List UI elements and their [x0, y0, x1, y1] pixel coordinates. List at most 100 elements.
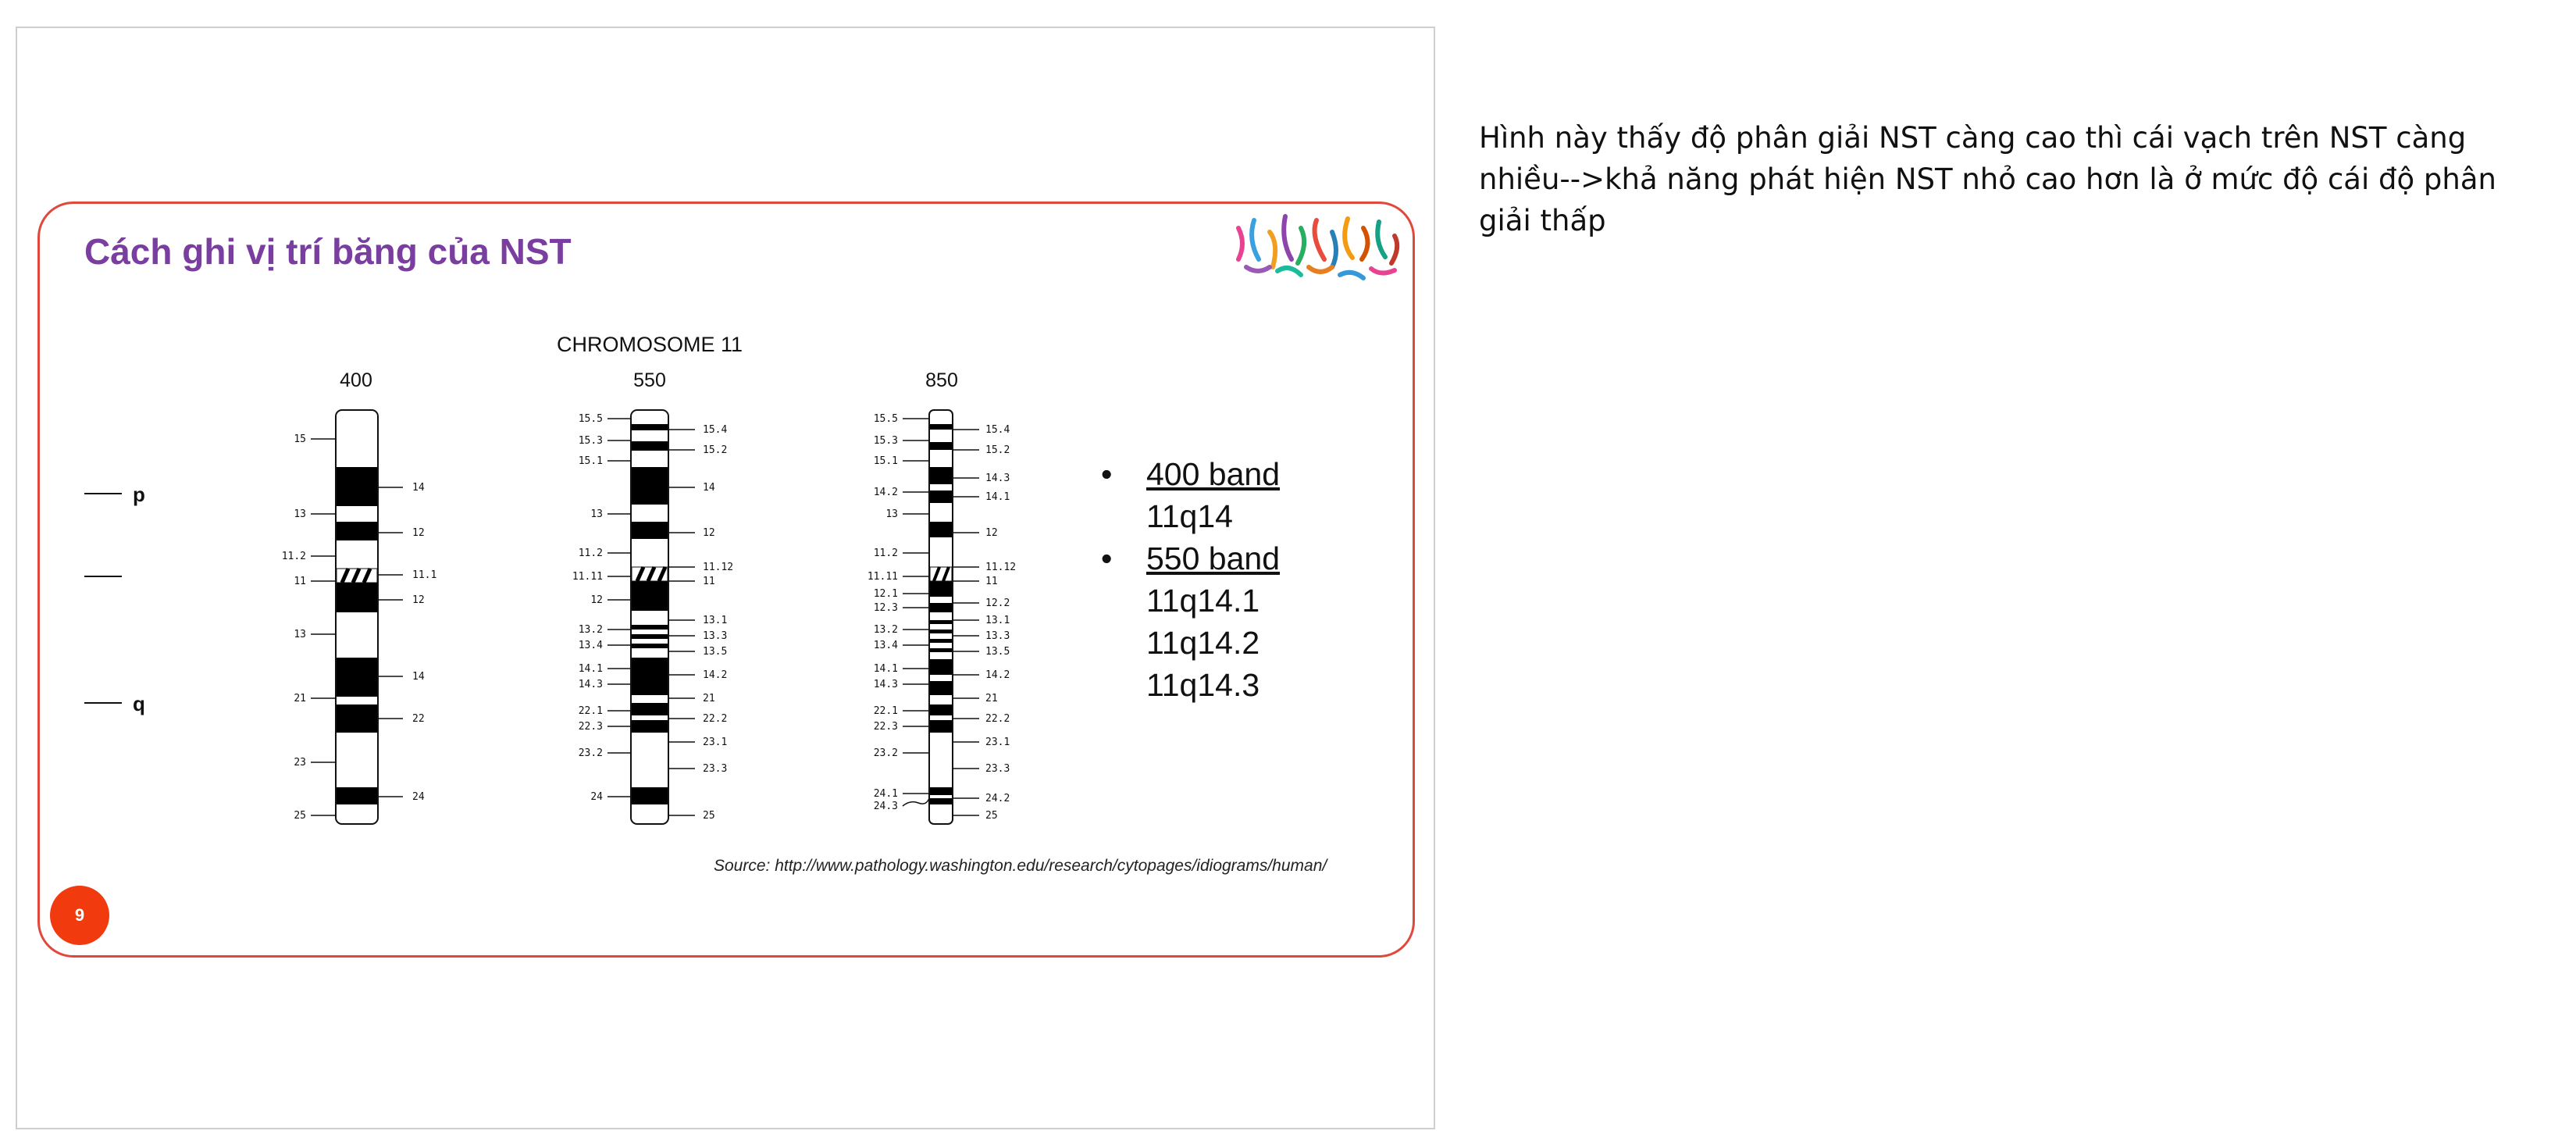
band-label: 13.2 — [874, 624, 898, 636]
band-label: 21 — [703, 693, 715, 704]
band-label: 25 — [294, 810, 306, 822]
band-label: 23 — [294, 757, 306, 769]
bullet-marker: • — [1101, 456, 1113, 492]
band-label: 22.2 — [703, 713, 727, 725]
chromosome-550-right-ticks — [668, 429, 695, 816]
band-label: 12 — [412, 527, 425, 539]
bullet-subitem: 11q14.1 — [1146, 583, 1260, 619]
band-label: 23.2 — [579, 747, 603, 759]
band-label: 12 — [985, 527, 998, 539]
band-label: 22.3 — [874, 721, 898, 733]
source-citation: Source: http://www.pathology.washington.… — [714, 857, 1327, 875]
bullet-item: • 400 band — [1101, 453, 1280, 495]
karyotype-chromosomes-logo — [1236, 214, 1400, 280]
band-label: 15.5 — [874, 413, 898, 425]
band-label: 11.2 — [282, 551, 306, 562]
band-label: 11 — [985, 576, 998, 587]
band-label: 15.3 — [579, 435, 603, 447]
chromosome-850-left-labels: 15.5 15.3 15.1 14.2 13 11.2 11.11 12.1 1… — [868, 413, 898, 812]
bullet-subitem: 11q14.3 — [1146, 667, 1260, 703]
band-label: 14.1 — [874, 663, 898, 675]
band-label: 13.4 — [874, 640, 898, 651]
band-label: 13 — [294, 508, 306, 520]
band-label: 11.2 — [874, 548, 898, 559]
band-label: 24.3 — [874, 801, 898, 812]
bullet-subitem: 11q14 — [1146, 498, 1233, 534]
band-label: 23.1 — [985, 737, 1010, 748]
band-label: 13 — [885, 508, 898, 520]
band-label: 23.3 — [985, 763, 1010, 775]
resolution-label-850: 850 — [925, 369, 958, 391]
resolution-label-550: 550 — [633, 369, 666, 391]
band-label: 13.1 — [985, 615, 1010, 626]
arm-label-p: p — [133, 483, 145, 506]
band-bullets: • 400 band 11q14 • 550 band 11q14.1 11q1… — [1101, 453, 1280, 706]
band-label: 24.2 — [985, 793, 1010, 804]
band-label: 22.3 — [579, 721, 603, 733]
speaker-notes: Hình này thấy độ phân giải NST càng cao … — [1479, 121, 2496, 237]
chromosome-400-right-labels: 14 12 11.1 12 14 22 24 — [412, 482, 436, 803]
chromosome-400-left-ticks — [311, 438, 336, 816]
chromosome-550 — [630, 409, 669, 825]
band-label: 15.2 — [985, 444, 1010, 456]
band-label: 14.2 — [874, 487, 898, 498]
bullet-marker: • — [1101, 540, 1113, 576]
band-label: 15.4 — [985, 424, 1010, 436]
band-label: 22.1 — [579, 705, 603, 717]
band-label: 13.3 — [703, 630, 727, 642]
diagram-title: CHROMOSOME 11 — [557, 333, 743, 356]
band-label: 13.3 — [985, 630, 1010, 642]
band-label: 11.12 — [985, 562, 1016, 573]
band-label: 12 — [590, 594, 603, 606]
chromosome-550-right-labels: 15.4 15.2 14 12 11.12 11 13.1 13.3 13.5 … — [703, 424, 733, 822]
band-label: 14 — [703, 482, 715, 494]
band-label: 13 — [590, 508, 603, 520]
slide-title: Cách ghi vị trí băng của NST — [84, 231, 572, 272]
arm-label-q: q — [133, 692, 145, 715]
band-label: 23.2 — [874, 747, 898, 759]
band-label: 15.4 — [703, 424, 727, 436]
band-label: 11.11 — [572, 571, 603, 583]
band-label: 15.2 — [703, 444, 727, 456]
band-label: 24.1 — [874, 788, 898, 800]
resolution-label-400: 400 — [340, 369, 372, 391]
band-label: 24 — [590, 791, 603, 803]
band-label: 14.1 — [579, 663, 603, 675]
band-label: 11 — [703, 576, 715, 587]
band-label: 14.3 — [579, 679, 603, 690]
bullet-item: • 550 band — [1101, 537, 1280, 580]
band-label: 12.3 — [874, 602, 898, 614]
chromosome-850 — [928, 409, 953, 825]
band-label: 13.5 — [985, 646, 1010, 658]
chromosome-850-right-labels: 15.4 15.2 14.3 14.1 12 11.12 11 12.2 13.… — [985, 424, 1016, 822]
band-label: 14 — [412, 671, 425, 683]
band-label: 14.3 — [874, 679, 898, 690]
band-label: 12.1 — [874, 588, 898, 600]
band-label: 12 — [703, 527, 715, 539]
band-label: 15.5 — [579, 413, 603, 425]
band-label: 13.5 — [703, 646, 727, 658]
bullet-subitem: 11q14.2 — [1146, 625, 1260, 661]
chromosome-550-left-ticks — [607, 418, 631, 797]
band-label: 24 — [412, 791, 425, 803]
band-label: 22.2 — [985, 713, 1010, 725]
chromosome-11-diagram: CHROMOSOME 11 p q 400 15 13 11.2 11 13 2… — [84, 333, 1016, 825]
band-label: 21 — [985, 693, 998, 704]
slide-frame — [37, 202, 1415, 958]
band-label: 13.2 — [579, 624, 603, 636]
band-label: 14.2 — [985, 669, 1010, 681]
band-label: 11 — [294, 576, 306, 587]
band-label: 12 — [412, 594, 425, 606]
band-label: 15 — [294, 433, 306, 445]
chromosome-850-right-ticks — [953, 429, 979, 816]
bullet-heading: 550 band — [1146, 540, 1281, 576]
band-label: 13.1 — [703, 615, 727, 626]
band-label: 13 — [294, 629, 306, 640]
band-label: 12.2 — [985, 597, 1010, 609]
band-label: 14.3 — [985, 473, 1010, 484]
band-label: 22 — [412, 713, 425, 725]
band-label: 14.1 — [985, 491, 1010, 503]
band-label: 11.1 — [412, 569, 436, 581]
band-label: 14 — [412, 482, 425, 494]
band-label: 15.3 — [874, 435, 898, 447]
